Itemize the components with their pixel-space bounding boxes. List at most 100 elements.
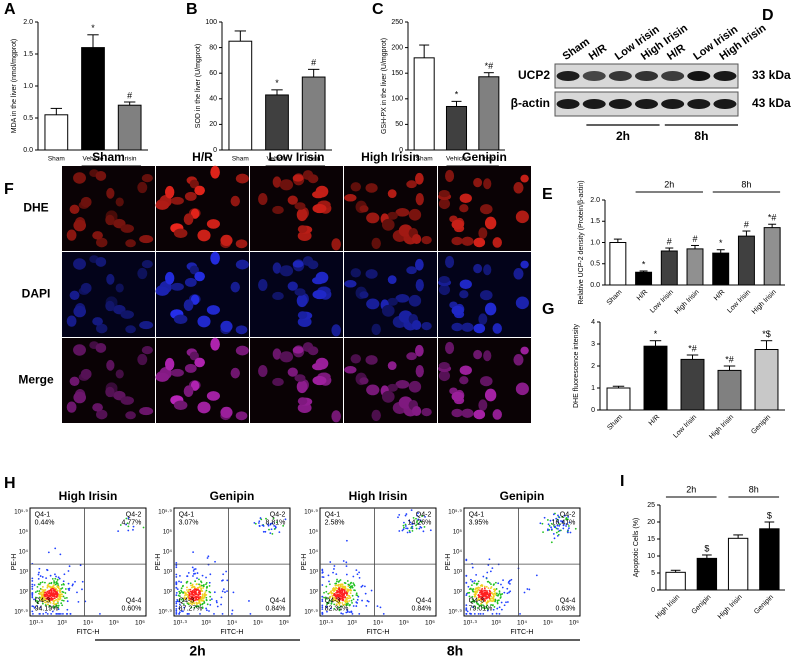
flow-event (42, 612, 45, 615)
y-tick-label: 10⁰·⁹ (158, 609, 172, 616)
y-tick-label: 100 (205, 19, 217, 26)
flow-event (552, 533, 555, 535)
bar (754, 349, 779, 411)
flow-event (209, 599, 212, 602)
flow-event (358, 612, 361, 615)
quadrant-percent: 2.58% (325, 519, 345, 526)
y-tick-label: 150 (391, 70, 403, 77)
bar (712, 252, 730, 286)
flow-event (323, 596, 325, 599)
flow-event (335, 598, 338, 601)
blot-band (608, 71, 632, 81)
flow-event (480, 597, 483, 600)
flow-event (184, 594, 186, 597)
flow-event (99, 612, 101, 615)
flow-event (552, 524, 555, 527)
flow-event (69, 612, 72, 615)
y-axis-label: SOD in the liver (U/mgprot) (195, 44, 202, 128)
flow-event (54, 605, 57, 608)
flow-event (62, 583, 65, 585)
cell-nucleus (96, 237, 108, 248)
flow-event (349, 592, 352, 595)
flow-event (31, 610, 34, 613)
flow-event (330, 592, 333, 595)
flow-event (484, 591, 487, 594)
quadrant-percent: 79.01% (469, 606, 493, 613)
flow-event (333, 607, 336, 610)
flow-event (53, 594, 56, 597)
flow-event (51, 585, 54, 588)
flow-event (186, 589, 188, 591)
flow-event (555, 531, 558, 534)
cell-nucleus (461, 408, 474, 418)
flow-event (325, 585, 328, 588)
flow-event (39, 587, 42, 590)
cell-nucleus (492, 409, 502, 420)
significance-mark: $ (767, 510, 772, 520)
flow-event (493, 595, 495, 598)
bar (686, 248, 704, 286)
x-tick-label: High Irisin (717, 594, 744, 621)
flow-event (132, 528, 134, 531)
quadrant-percent: 0.84% (266, 606, 286, 613)
flow-event (201, 596, 204, 599)
y-tick-label: 10⁵ (163, 529, 173, 536)
cell-nucleus (297, 225, 308, 234)
bar (228, 40, 253, 151)
group-label: 2h (686, 484, 696, 494)
blot-band (634, 99, 659, 109)
flow-event (342, 592, 345, 595)
flow-event (348, 600, 351, 602)
quadrant-name: Q4-4 (126, 598, 142, 605)
cell-nucleus (473, 237, 486, 248)
flow-event (506, 601, 509, 603)
cell-nucleus (484, 216, 497, 230)
flow-event (43, 595, 46, 598)
flow-event (471, 595, 474, 598)
flow-event (66, 600, 69, 603)
y-tick-label: 10⁵·⁹ (158, 509, 172, 516)
flow-event (338, 604, 341, 606)
cell-nucleus (170, 196, 184, 205)
x-tick-label: 10³ (201, 620, 211, 627)
x-tick-label: 10⁶ (279, 620, 289, 627)
flow-event (341, 602, 344, 604)
flow-event (486, 600, 489, 602)
flow-event (476, 607, 479, 609)
flow-event (364, 585, 366, 588)
flow-event (175, 600, 178, 603)
flow-event (215, 600, 218, 602)
flow-event (323, 591, 325, 594)
cell-nucleus (125, 411, 136, 420)
flow-event (423, 526, 426, 528)
cell-nucleus (194, 357, 205, 368)
flow-event (175, 612, 178, 615)
flow-event (40, 591, 43, 594)
cell-nucleus (451, 305, 464, 316)
flow-event (43, 593, 46, 596)
flow-event (205, 607, 208, 610)
x-tick-label: 10⁵ (109, 620, 119, 627)
flow-event (56, 585, 59, 588)
flow-event (338, 580, 341, 582)
flow-event (482, 612, 485, 615)
cell-nucleus (296, 380, 308, 394)
cell-nucleus (294, 374, 306, 382)
cell-nucleus (344, 365, 357, 374)
flow-event (232, 591, 235, 594)
cell-nucleus (69, 376, 80, 386)
y-tick-label: 1.0 (23, 83, 33, 90)
x-tick-label: Irisin (307, 156, 321, 163)
flow-event (509, 579, 511, 582)
flow-event (326, 601, 329, 604)
flow-event (182, 600, 184, 602)
flow-event (61, 599, 64, 602)
quadrant-name: Q4-2 (126, 511, 142, 518)
flow-event (471, 566, 474, 569)
flow-event (480, 589, 483, 592)
x-tick-label: 10³ (57, 620, 67, 627)
flow-event (200, 580, 202, 583)
cell-nucleus (287, 281, 298, 291)
flow-event (355, 569, 358, 572)
flow-event (488, 581, 491, 584)
